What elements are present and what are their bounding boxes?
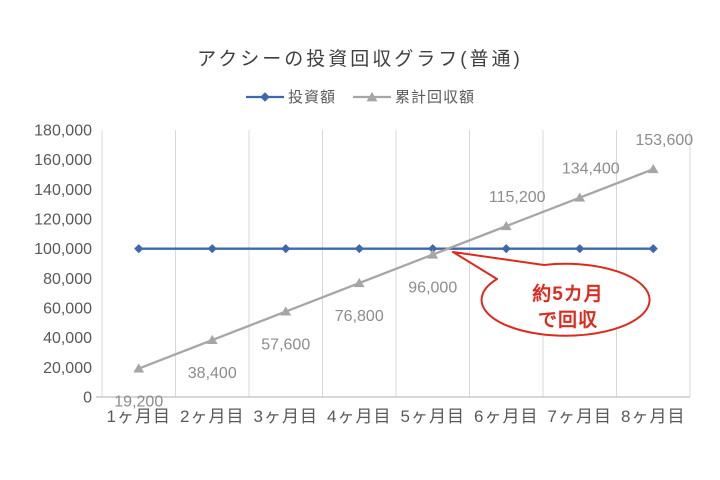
- diamond-marker: [134, 244, 144, 254]
- triangle-marker: [206, 334, 218, 345]
- triangle-marker: [280, 306, 292, 316]
- x-tick-label: 4ヶ月目: [327, 407, 391, 426]
- y-tick-label: 160,000: [34, 152, 92, 169]
- triangle-marker: [133, 363, 145, 373]
- x-tick-label: 8ヶ月目: [621, 407, 685, 426]
- diamond-marker: [354, 244, 364, 254]
- callout-shape: [452, 251, 651, 337]
- data-labels: 19,200 38,400 57,600 76,800 96,000 115,200 134…: [114, 132, 693, 410]
- legend-item-cumulative-recovery: 累計回収額: [352, 86, 475, 107]
- x-tick-label: 3ヶ月目: [254, 407, 318, 426]
- data-label: 153,600: [635, 132, 693, 149]
- y-tick-label: 120,000: [34, 212, 92, 229]
- data-label: 96,000: [408, 280, 457, 297]
- triangle-marker: [500, 220, 512, 231]
- data-label: 115,200: [489, 189, 546, 206]
- data-label: 57,600: [261, 337, 310, 354]
- legend-label-cumulative-recovery: 累計回収額: [395, 89, 476, 106]
- y-tick-label: 140,000: [34, 182, 92, 199]
- y-tick-label: 0: [83, 390, 92, 407]
- legend-label-investment: 投資額: [287, 89, 336, 106]
- data-label: 19,200: [114, 394, 163, 411]
- gridlines: [101, 130, 691, 397]
- x-tick-label: 1ヶ月目: [107, 407, 171, 426]
- x-tick-label: 2ヶ月目: [180, 407, 244, 426]
- y-axis-tick-labels: 0 20,000 40,000 60,000 80,000 100,000 120,000 1…: [34, 123, 92, 407]
- triangle-marker: [353, 277, 365, 288]
- triangle-marker: [427, 249, 439, 259]
- legend-item-investment: 投資額: [245, 86, 336, 107]
- y-tick-label: 80,000: [43, 271, 92, 288]
- diamond-marker: [575, 244, 585, 254]
- callout-text-line1: 約5カ月: [532, 282, 604, 305]
- triangle-marker: [647, 163, 659, 174]
- diamond-marker: [428, 244, 438, 254]
- y-tick-label: 60,000: [43, 301, 92, 318]
- x-tick-label: 5ヶ月目: [401, 407, 465, 426]
- x-tick-label: 6ヶ月目: [474, 407, 538, 426]
- diamond-marker: [281, 244, 291, 254]
- x-axis-tick-labels: 1ヶ月目 2ヶ月目 3ヶ月目 4ヶ月目 5ヶ月目 6ヶ月目 7ヶ月目 8ヶ月目: [107, 407, 685, 426]
- x-tick-label: 7ヶ月目: [548, 407, 612, 426]
- data-label: 134,400: [562, 161, 620, 178]
- line-diamond-marker-icon: [245, 91, 284, 102]
- data-label: 38,400: [188, 365, 237, 382]
- data-label: 76,800: [335, 308, 384, 325]
- legend: 投資額 累計回収額: [0, 86, 720, 107]
- chart-title: アクシーの投資回収グラフ(普通): [197, 49, 523, 70]
- diamond-marker: [207, 244, 217, 254]
- y-tick-label: 40,000: [43, 330, 92, 347]
- y-tick-label: 100,000: [34, 241, 92, 258]
- series-line-1: [138, 168, 654, 370]
- diamond-marker: [501, 244, 511, 254]
- y-tick-label: 20,000: [43, 360, 92, 377]
- callout-text-line2: で回収: [538, 309, 598, 331]
- triangle-marker: [574, 192, 586, 202]
- callout-bubble: 約5カ月 で回収: [452, 251, 651, 337]
- data-series: [133, 163, 659, 373]
- diamond-marker: [648, 244, 658, 254]
- y-tick-label: 180,000: [34, 123, 92, 140]
- line-triangle-marker-icon: [353, 91, 391, 101]
